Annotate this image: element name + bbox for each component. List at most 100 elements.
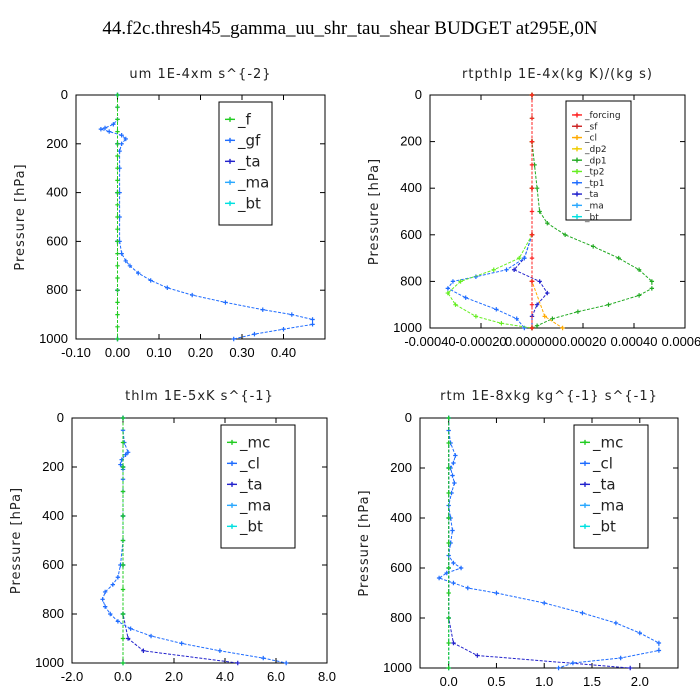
data-point <box>545 220 550 226</box>
panel-title: rtpthlp 1E-4x(kg K)/(kg s) <box>462 67 653 82</box>
data-point <box>534 186 540 191</box>
data-point <box>529 325 535 331</box>
data-point <box>514 316 519 321</box>
legend-entry: _cl <box>239 455 260 474</box>
y-tick-label: 200 <box>42 459 64 474</box>
legend-marker <box>227 158 233 164</box>
data-point <box>529 162 535 168</box>
legend-marker <box>574 191 580 197</box>
data-point <box>115 153 120 159</box>
data-point <box>115 288 120 293</box>
data-point <box>281 327 286 332</box>
data-point <box>115 227 120 232</box>
plot-frame <box>429 94 686 329</box>
data-point <box>120 513 126 519</box>
legend-marker <box>227 179 233 185</box>
plot-frame <box>419 417 679 669</box>
data-point <box>463 295 468 300</box>
data-point <box>445 290 451 296</box>
data-point <box>446 615 451 621</box>
data-point <box>141 648 146 653</box>
data-point <box>529 92 535 98</box>
panel-2: rtpthlp 1E-4x(kg K)/(kg s) Pressure [hPa]… <box>367 67 700 349</box>
y-tick-label: 200 <box>400 134 422 149</box>
data-point <box>556 665 561 671</box>
data-point <box>534 323 540 328</box>
data-point <box>115 129 120 134</box>
data-point <box>102 604 108 609</box>
x-tick-label: 2.0 <box>631 674 649 689</box>
legend-marker <box>229 439 235 445</box>
data-point <box>656 648 662 653</box>
data-point <box>190 292 195 298</box>
data-point <box>542 314 547 319</box>
data-point <box>115 166 120 171</box>
legend-marker <box>574 146 580 152</box>
data-point <box>446 665 451 671</box>
data-point <box>115 214 120 220</box>
legend-box <box>220 424 296 549</box>
data-point <box>529 116 535 121</box>
y-tick-label: 400 <box>46 185 68 200</box>
data-point <box>117 148 122 154</box>
legend-marker <box>582 439 588 445</box>
y-axis-label: Pressure [hPa] <box>9 487 24 594</box>
data-point <box>636 267 642 272</box>
data-point <box>115 239 120 244</box>
x-tick-label: 0.00 <box>105 345 130 360</box>
legend-entry: _ta <box>584 190 599 200</box>
x-tick-label: -0.10 <box>61 345 91 360</box>
y-tick-label: 0 <box>57 410 64 425</box>
data-point <box>310 317 315 322</box>
data-point <box>649 279 655 284</box>
legend-marker <box>574 112 580 118</box>
legend-marker <box>574 123 580 129</box>
data-point <box>128 626 133 631</box>
data-point <box>545 290 550 296</box>
panel-1: um 1E-4xm s^{-2} Pressure [hPa] 0 200 400 600… <box>13 67 326 360</box>
data-point <box>108 611 113 617</box>
data-point <box>261 655 266 661</box>
y-tick-label: 600 <box>390 560 412 575</box>
data-point <box>289 312 294 317</box>
data-point <box>115 336 120 342</box>
data-point <box>127 263 133 268</box>
y-tick-label: 600 <box>42 557 64 572</box>
legend-entry: _f <box>237 111 252 130</box>
x-tick-label: 0.20 <box>188 345 213 360</box>
panel-4: rtm 1E-8xkg kg^{-1} s^{-1} Pressure [hPa]… <box>357 389 679 689</box>
legend-box <box>218 101 273 226</box>
legend: _forcing_sf _cl_dp2_dp1 _tp2_tp1_ta _ma_bt <box>565 100 632 223</box>
data-point <box>494 590 499 596</box>
legend-marker <box>574 168 580 174</box>
legend-entry: _ta <box>239 476 263 495</box>
data-point <box>560 325 565 331</box>
x-tick-label: 1.0 <box>535 674 553 689</box>
data-point <box>491 267 496 272</box>
data-point <box>649 286 655 291</box>
x-tick-label: -2.0 <box>61 669 83 684</box>
data-point <box>118 462 123 467</box>
data-point <box>570 660 576 666</box>
data-point <box>616 255 621 261</box>
legend-entry: _mc <box>592 434 623 453</box>
data-point <box>458 565 464 571</box>
series-line-tp2 <box>447 95 533 328</box>
data-point <box>115 141 120 146</box>
data-point <box>450 279 456 284</box>
data-point <box>120 660 126 666</box>
data-point <box>451 640 456 646</box>
x-tick-label: 0.5 <box>487 674 505 689</box>
data-point <box>252 331 257 337</box>
data-point <box>591 244 596 249</box>
legend-entry: _bt <box>592 518 616 537</box>
data-point <box>494 307 499 312</box>
data-point <box>110 582 115 587</box>
data-point <box>529 302 535 307</box>
data-point <box>450 528 455 533</box>
data-point <box>529 232 535 237</box>
legend-entry: _ta <box>237 153 261 172</box>
data-point <box>446 515 451 521</box>
data-point <box>115 324 120 329</box>
